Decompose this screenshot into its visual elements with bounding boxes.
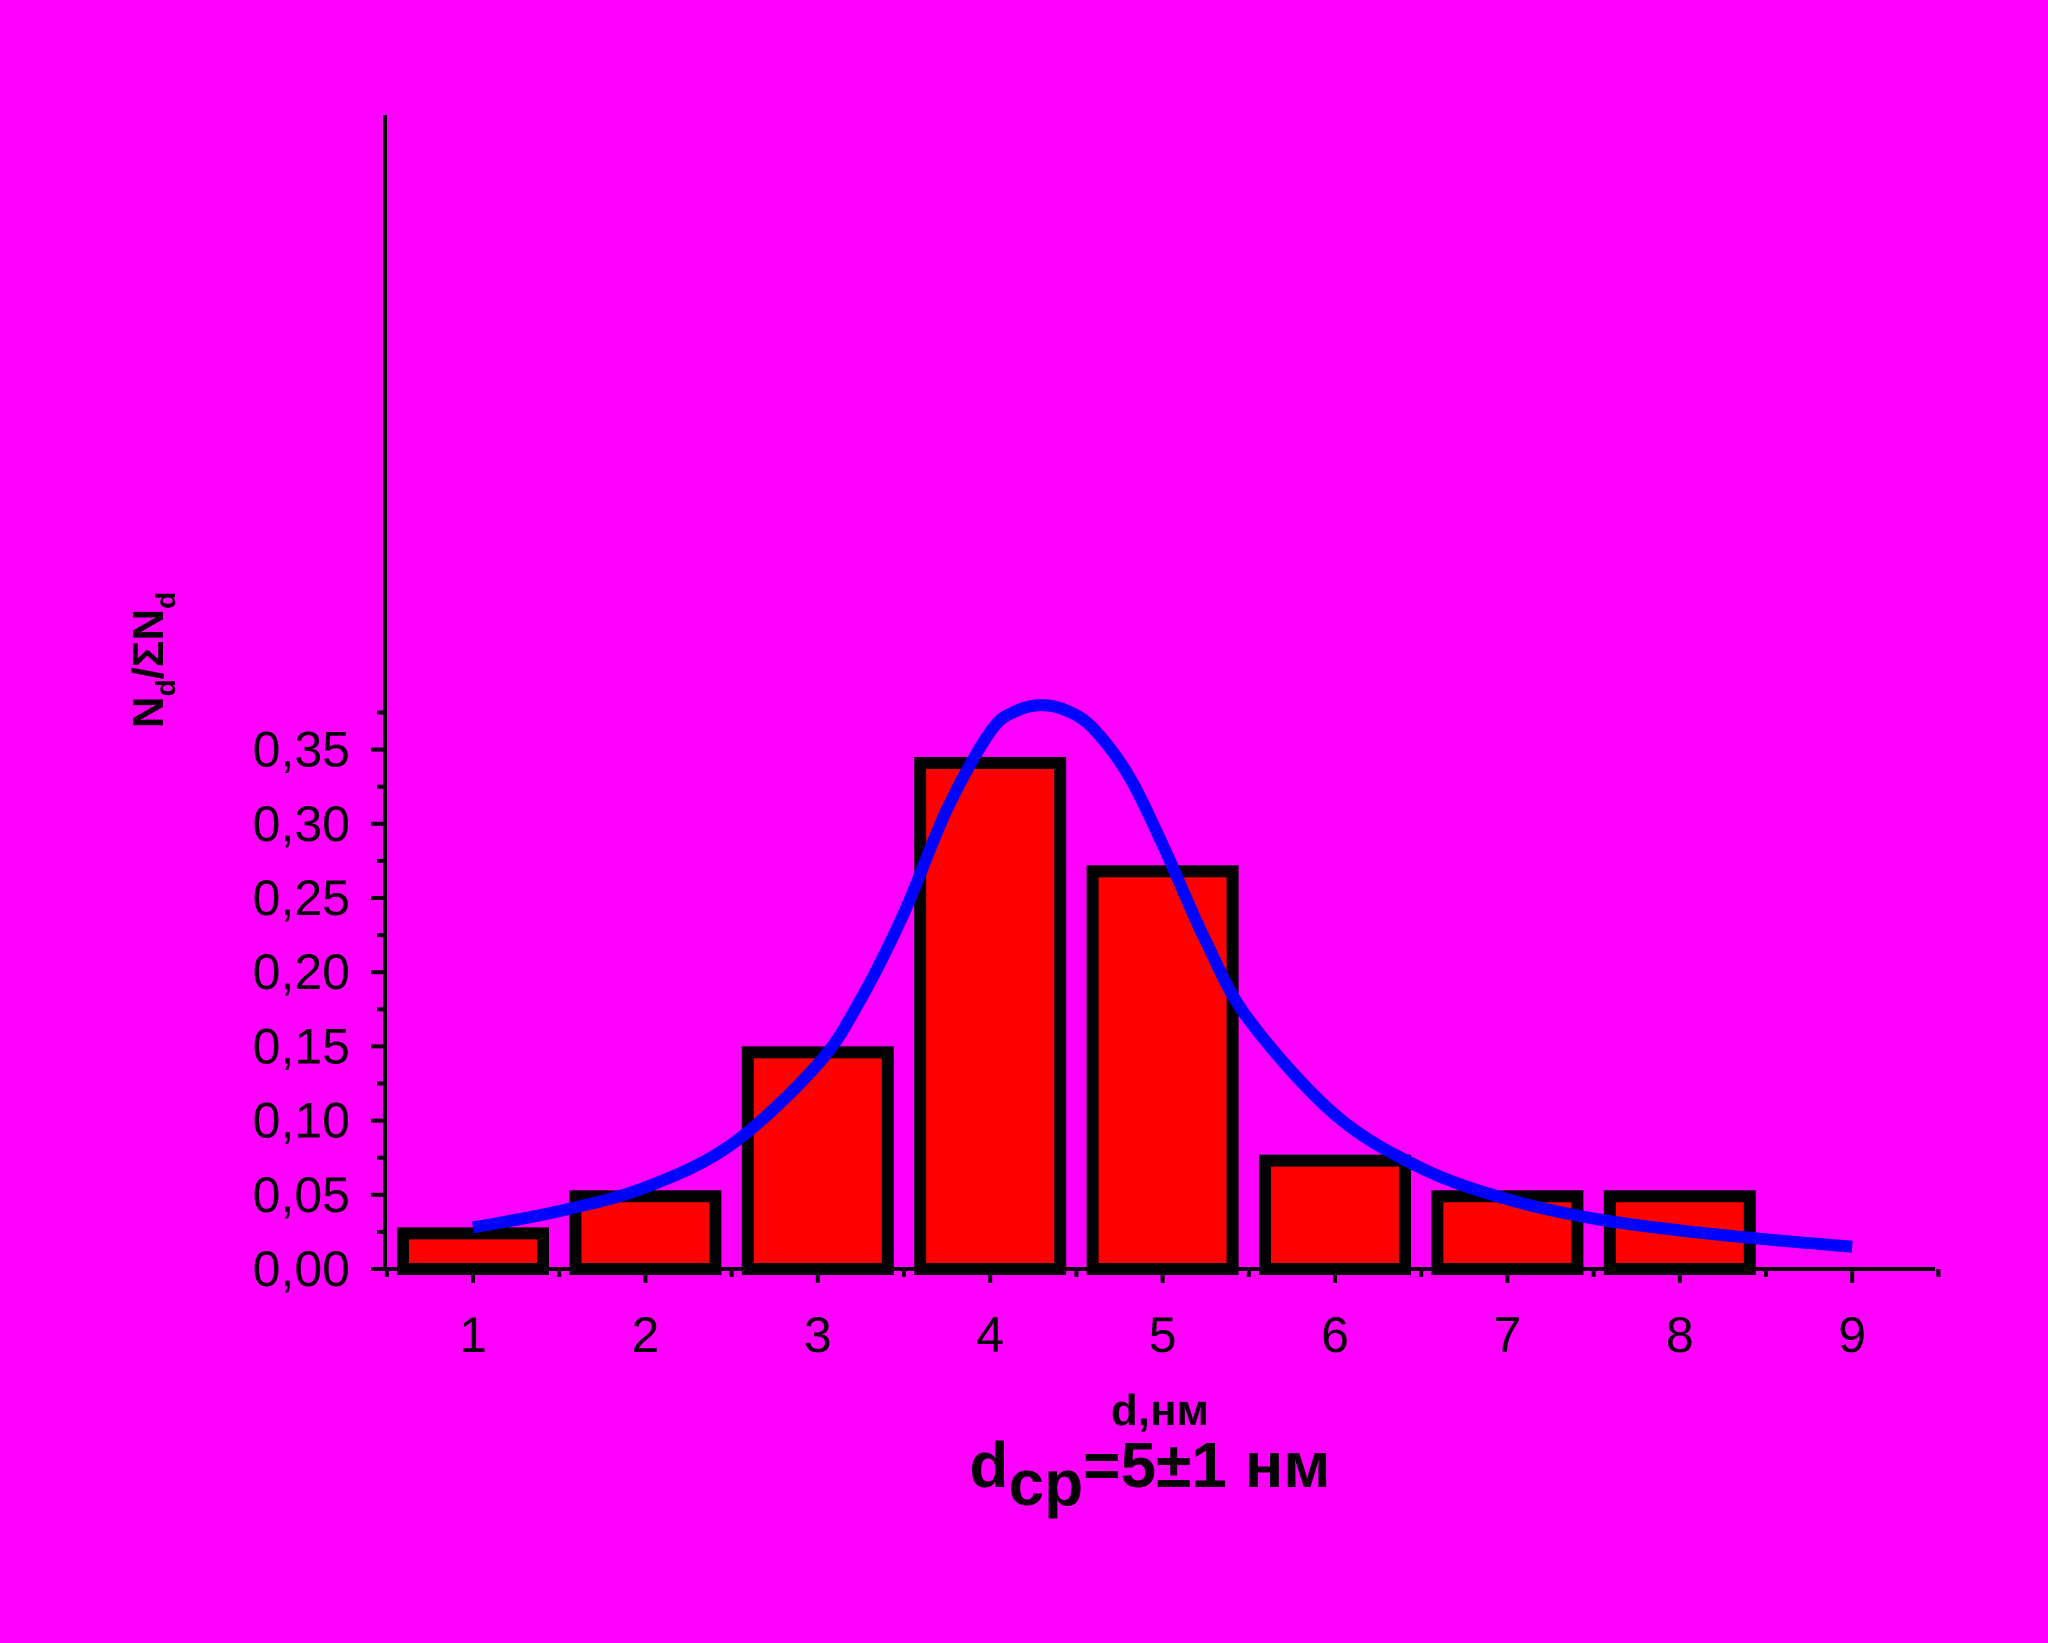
- y-tick-label-6: 0,30: [253, 796, 350, 852]
- y-axis-title-main: N: [124, 696, 173, 728]
- y-axis-title-mid: /ΣN: [124, 609, 173, 679]
- fit-curve: [471, 699, 1853, 1253]
- y-tick-label-7: 0,35: [253, 722, 350, 778]
- axes-layer: [371, 115, 1941, 1283]
- x-tick-label-4: 4: [976, 1307, 1004, 1363]
- x-tick-label-6: 6: [1321, 1307, 1349, 1363]
- bar-5: [1086, 865, 1239, 1276]
- bar-4: [914, 756, 1067, 1275]
- tick-labels-layer: 1 2 3 4 5 6 7 8 9 0,00 0,05 0,10 0,15 0,20 0,25 0,30 0,3…: [253, 722, 1866, 1363]
- y-axis-title: Nd/ΣNd: [124, 592, 181, 728]
- y-tick-label-0: 0,00: [253, 1241, 350, 1297]
- bars-layer: [397, 756, 1756, 1276]
- bar-6: [1259, 1154, 1411, 1275]
- y-axis-title-sub1: d: [150, 679, 181, 696]
- x-tick-label-8: 8: [1666, 1307, 1694, 1363]
- x-tick-label-3: 3: [804, 1307, 832, 1363]
- x-tick-label-5: 5: [1149, 1307, 1177, 1363]
- annotation-main: d: [969, 1429, 1008, 1501]
- y-tick-label-1: 0,05: [253, 1167, 350, 1223]
- x-tick-label-2: 2: [631, 1307, 659, 1363]
- fit-curve-layer: [471, 699, 1853, 1253]
- annotation-sub: cp: [1008, 1447, 1083, 1519]
- x-tick-label-7: 7: [1493, 1307, 1521, 1363]
- x-tick-label-1: 1: [459, 1307, 487, 1363]
- y-tick-label-4: 0,20: [253, 944, 350, 1000]
- bar-1: [397, 1227, 549, 1276]
- x-tick-label-9: 9: [1838, 1307, 1866, 1363]
- y-tick-label-3: 0,15: [253, 1018, 350, 1074]
- annotation-rest: =5±1 нм: [1083, 1429, 1330, 1501]
- bar-3: [741, 1046, 894, 1276]
- y-tick-label-5: 0,25: [253, 870, 350, 926]
- mean-diameter-annotation: dcp=5±1 нм: [969, 1429, 1330, 1519]
- x-axis-title: d,нм: [1111, 1386, 1209, 1435]
- y-tick-label-2: 0,10: [253, 1093, 350, 1149]
- y-axis-title-sub2: d: [150, 592, 181, 609]
